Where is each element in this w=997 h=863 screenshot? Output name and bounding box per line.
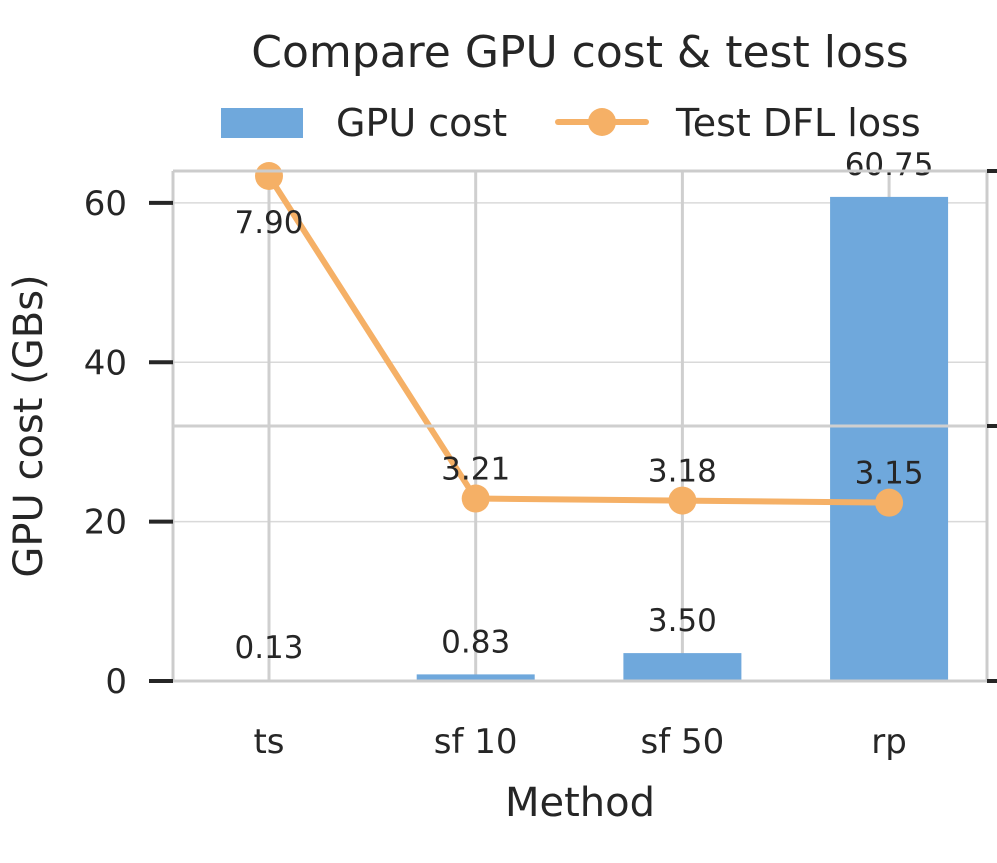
y-axis-ticks: 0 20 40 60 xyxy=(84,184,173,702)
test-loss-value-label: 3.18 xyxy=(648,454,717,490)
gpu-cost-value-label: 0.83 xyxy=(441,624,510,660)
test-loss-value-label: 3.21 xyxy=(441,452,510,488)
data-labels: 0.13 0.83 3.50 60.75 7.90 3.21 3.18 3.15 xyxy=(234,147,933,666)
gpu-cost-value-label: 60.75 xyxy=(845,147,934,183)
gpu-cost-bar xyxy=(416,674,535,681)
test-loss-value-label: 3.15 xyxy=(855,456,924,492)
test-loss-point xyxy=(461,484,490,513)
chart-title: Compare GPU cost & test loss xyxy=(251,27,908,78)
gpu-cost-value-label: 3.50 xyxy=(648,603,717,639)
gpu-cost-value-label: 0.13 xyxy=(234,630,303,666)
x-tick-label: sf 50 xyxy=(641,722,725,762)
x-tick-label: sf 10 xyxy=(434,722,518,762)
test-loss-point xyxy=(668,486,697,515)
legend-line-marker xyxy=(588,108,616,136)
legend-bar-swatch xyxy=(221,108,303,138)
test-loss-point xyxy=(875,488,904,517)
test-loss-value-label: 7.90 xyxy=(234,205,303,241)
legend: GPU cost Test DFL loss xyxy=(221,101,921,145)
y-axis-label: GPU cost (GBs) xyxy=(6,274,52,577)
test-loss-line xyxy=(255,162,904,517)
y-tick-label: 40 xyxy=(84,343,127,383)
test-loss-point xyxy=(255,162,283,190)
x-axis-ticks: ts sf 10 sf 50 rp xyxy=(253,722,906,762)
x-axis-label: Method xyxy=(505,780,655,826)
x-tick-label: rp xyxy=(871,722,907,762)
gpu-cost-bars xyxy=(210,196,949,681)
legend-label-gpu-cost: GPU cost xyxy=(336,101,507,145)
y-tick-label: 20 xyxy=(84,503,127,543)
x-tick-label: ts xyxy=(253,722,284,762)
legend-label-test-loss: Test DFL loss xyxy=(675,101,921,145)
gpu-cost-bar xyxy=(623,653,742,681)
plot-frame xyxy=(171,169,997,683)
y-tick-label: 60 xyxy=(84,184,127,224)
test-loss-series-line xyxy=(266,173,893,506)
y-tick-label: 0 xyxy=(105,662,127,702)
gpu-cost-bar xyxy=(830,196,949,681)
